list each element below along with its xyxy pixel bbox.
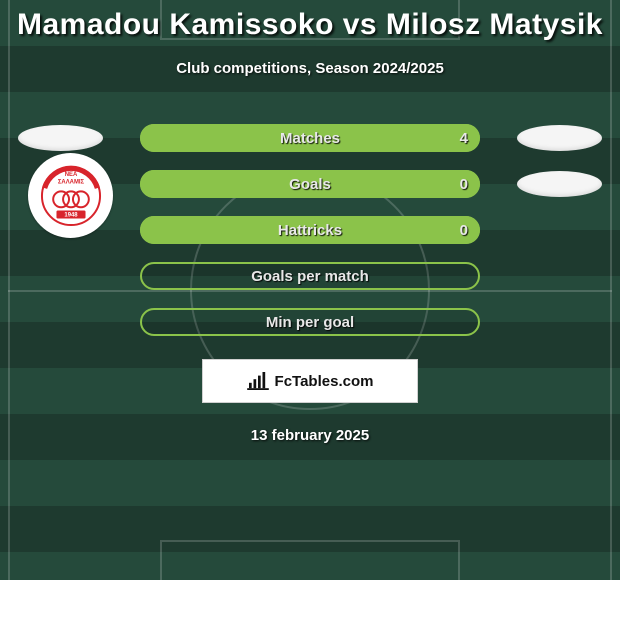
stat-bar: Goals per match: [140, 262, 480, 290]
stat-row: Goals per match: [0, 253, 620, 299]
stat-label: Matches: [280, 130, 340, 147]
player-right-marker: [517, 171, 602, 197]
page-title: Mamadou Kamissoko vs Milosz Matysik: [0, 0, 620, 42]
stat-row: Hattricks 0: [0, 207, 620, 253]
stat-label: Min per goal: [266, 314, 354, 331]
svg-text:ΝΕΑ: ΝΕΑ: [64, 172, 77, 178]
stat-row: Min per goal: [0, 299, 620, 345]
stat-row: Goals0ΝΕΑΣΑΛΑΜΙΣ1948: [0, 161, 620, 207]
stats-container: Matches4Goals0ΝΕΑΣΑΛΑΜΙΣ1948Hattricks0Go…: [0, 115, 620, 345]
stat-value: 4: [460, 130, 468, 147]
page-subtitle: Club competitions, Season 2024/2025: [0, 60, 620, 77]
stat-row: Matches 4: [0, 115, 620, 161]
content-root: Mamadou Kamissoko vs Milosz Matysik Club…: [0, 0, 620, 444]
watermark-text: FcTables.com: [275, 373, 374, 390]
stat-label: Goals per match: [251, 268, 369, 285]
svg-text:ΣΑΛΑΜΙΣ: ΣΑΛΑΜΙΣ: [57, 179, 84, 185]
bar-chart-icon: [247, 372, 269, 390]
stat-bar: Goals 0: [140, 170, 480, 198]
stat-bar: Matches 4: [140, 124, 480, 152]
stat-bar: Hattricks 0: [140, 216, 480, 244]
stat-bar: Min per goal: [140, 308, 480, 336]
watermark: FcTables.com: [202, 359, 418, 403]
stat-value: 0: [460, 176, 468, 193]
player-right-marker: [517, 125, 602, 151]
stat-label: Hattricks: [278, 222, 342, 239]
player-left-marker: [18, 125, 103, 151]
stat-value: 0: [460, 222, 468, 239]
stat-label: Goals: [289, 176, 331, 193]
footer-date: 13 february 2025: [0, 427, 620, 444]
field-penalty-box-bottom: [160, 540, 460, 620]
